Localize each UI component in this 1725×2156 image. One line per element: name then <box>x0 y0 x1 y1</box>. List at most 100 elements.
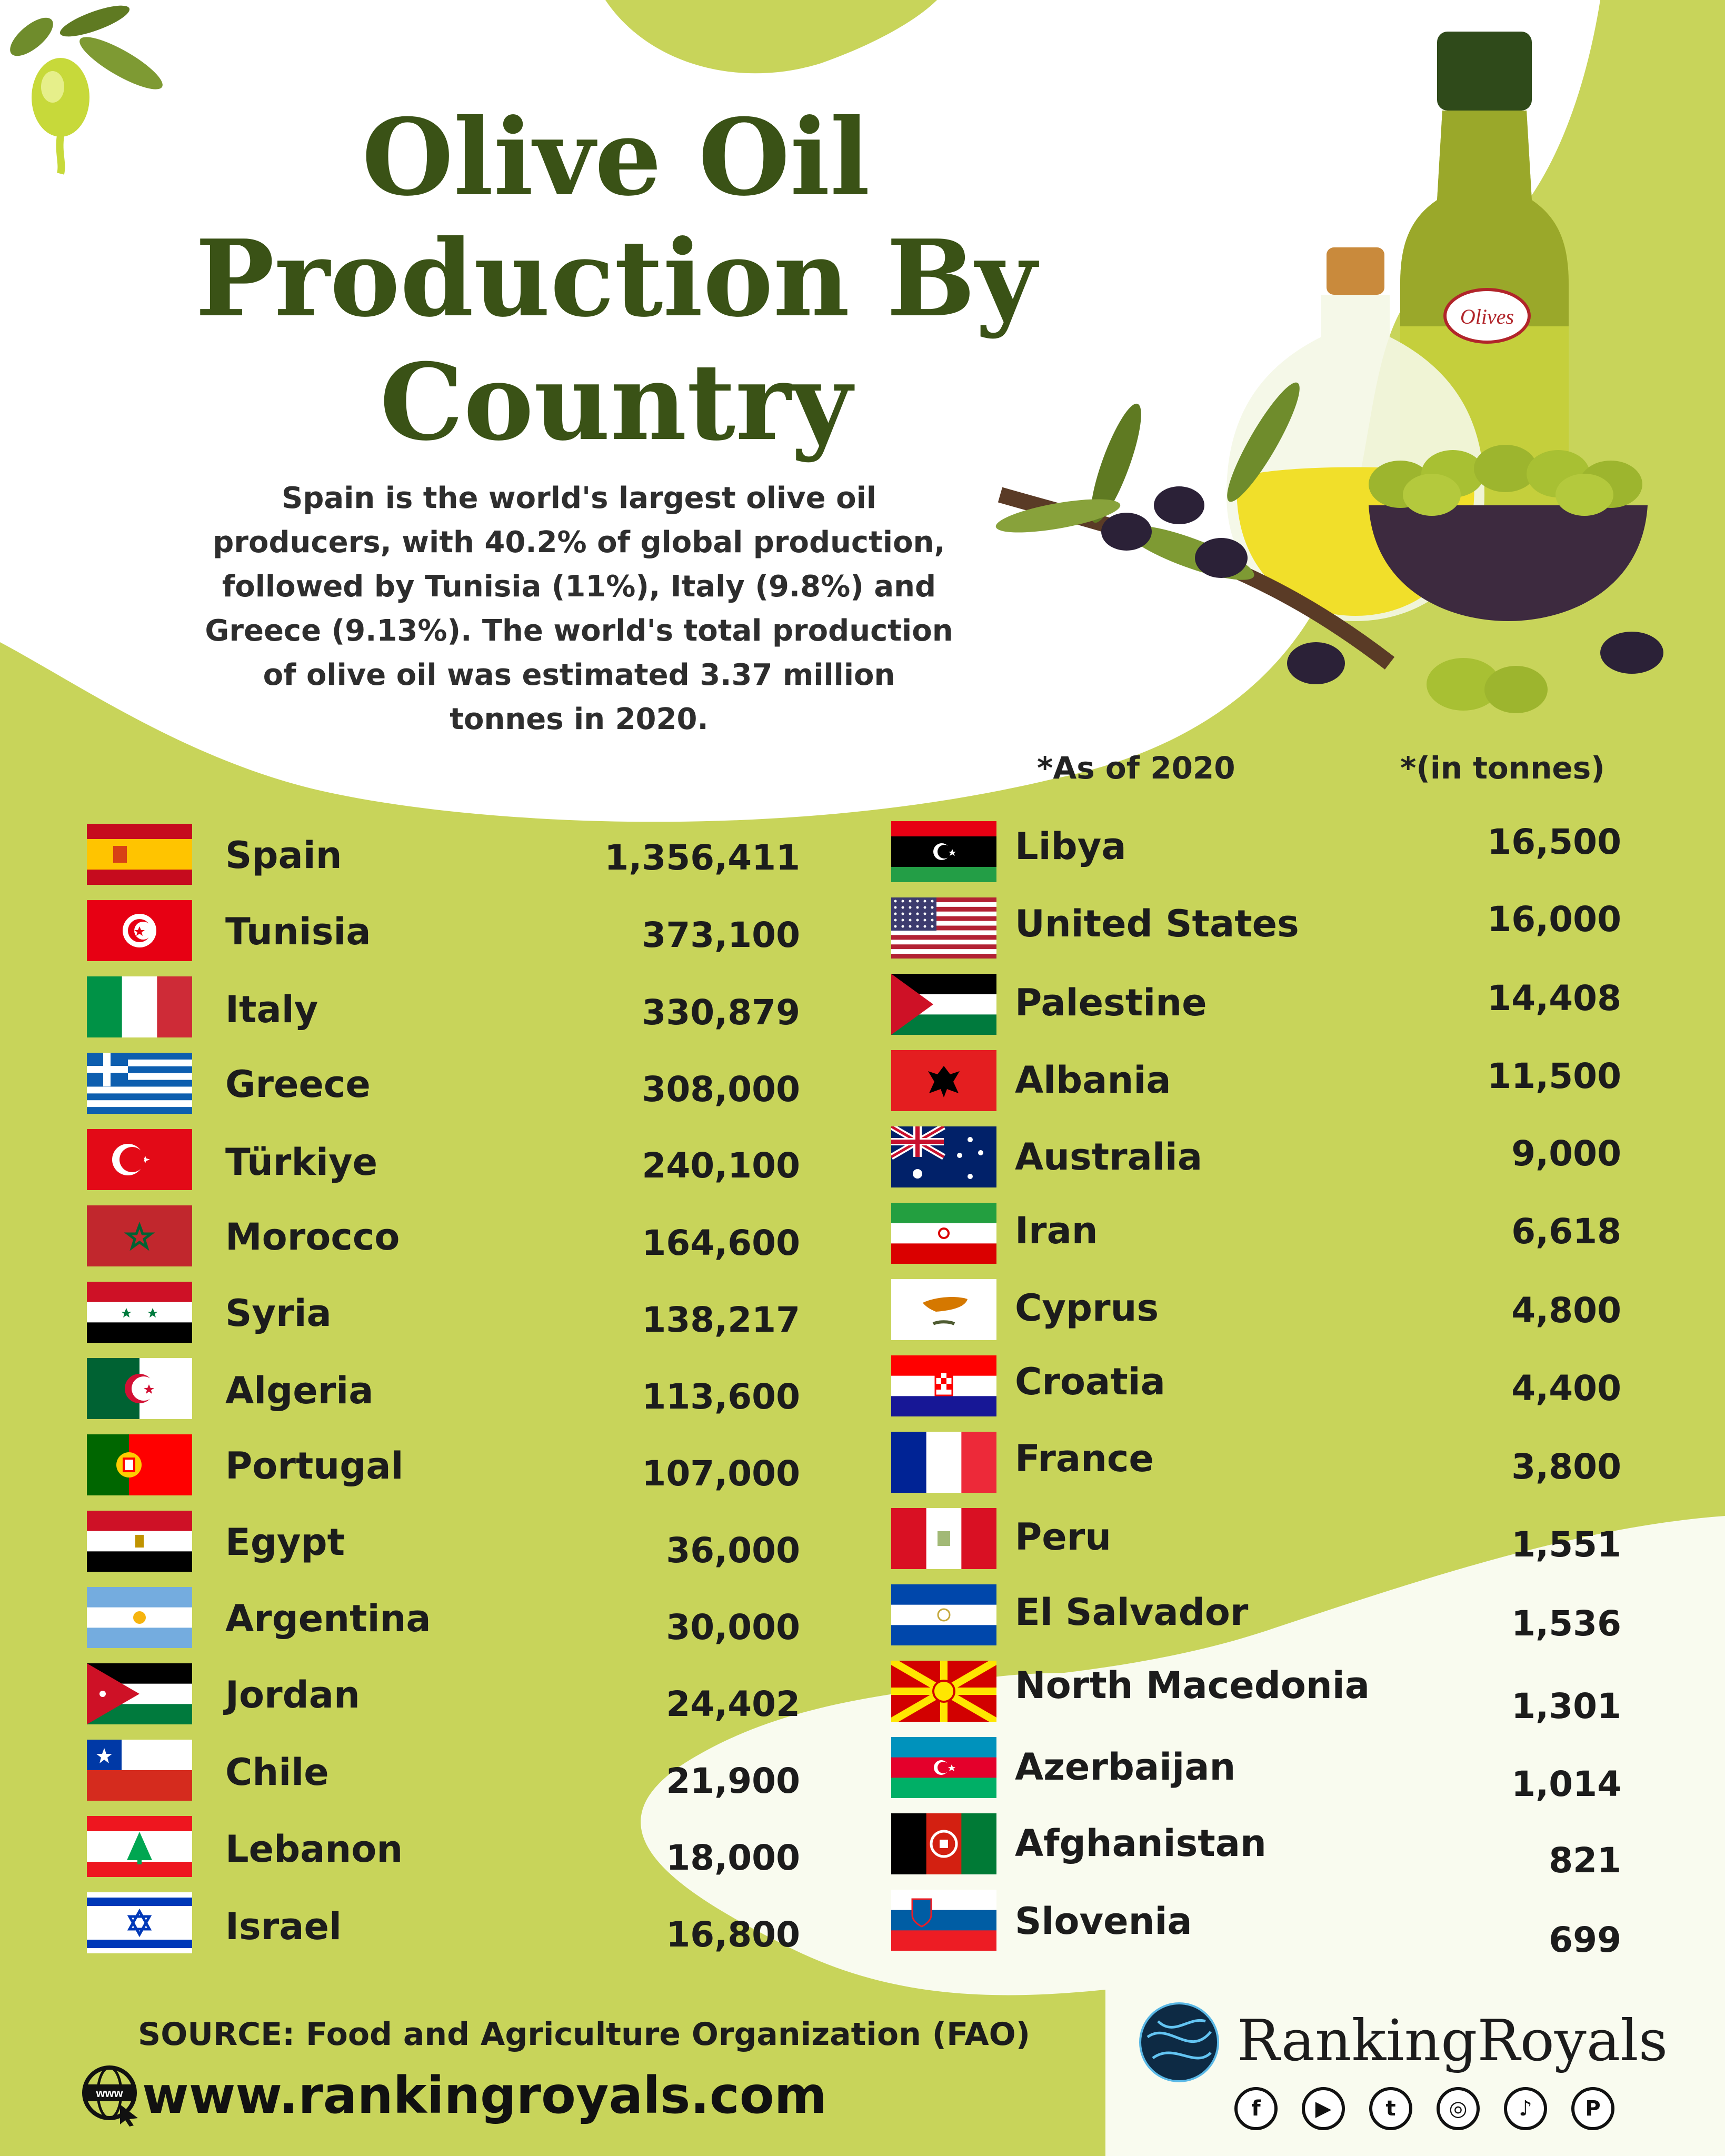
greece-flag-icon <box>87 1053 192 1114</box>
page-title-line-1: Olive Oil <box>362 96 870 219</box>
production-value: 1,014 <box>1511 1764 1621 1804</box>
country-name: El Salvador <box>1015 1591 1249 1634</box>
production-value: 4,400 <box>1511 1368 1621 1409</box>
afghanistan-flag-icon <box>891 1813 996 1874</box>
portugal-flag-icon <box>87 1434 192 1495</box>
unit-note: *(in tonnes) <box>1400 750 1605 786</box>
tunisia-flag-icon <box>87 900 192 961</box>
olive-oil-illustration: Olives <box>995 32 1663 713</box>
lebanon-flag-icon <box>87 1816 192 1877</box>
youtube-icon[interactable]: ▶ <box>1302 2087 1345 2130</box>
production-value: 3,800 <box>1511 1446 1621 1487</box>
intro-line: Spain is the world's largest olive oil <box>282 481 876 515</box>
slovenia-flag-icon <box>891 1890 996 1951</box>
country-name: Chile <box>225 1751 329 1794</box>
country-name: Azerbaijan <box>1015 1745 1236 1789</box>
country-name: United States <box>1015 902 1299 945</box>
country-name: Morocco <box>225 1215 400 1259</box>
syria-flag-icon <box>87 1282 192 1343</box>
pinterest-icon[interactable]: P <box>1571 2087 1614 2130</box>
peru-flag-icon <box>891 1508 996 1569</box>
bottle-label: Olives <box>1460 305 1514 328</box>
production-value: 107,000 <box>642 1453 800 1494</box>
country-name: Afghanistan <box>1015 1822 1267 1865</box>
facebook-icon[interactable]: f <box>1234 2087 1278 2130</box>
production-value: 6,618 <box>1511 1211 1621 1252</box>
brand-name: RankingRoyals <box>1237 2008 1668 2074</box>
page-title-line-3: Country <box>380 341 852 464</box>
country-name: Peru <box>1015 1515 1112 1559</box>
production-value: 16,800 <box>666 1914 800 1955</box>
intro-line: of olive oil was estimated 3.37 million <box>263 658 895 692</box>
production-value: 821 <box>1549 1840 1621 1881</box>
source-note: SOURCE: Food and Agriculture Organizatio… <box>138 2016 1031 2053</box>
country-name: Algeria <box>225 1369 374 1412</box>
instagram-icon[interactable]: ◎ <box>1437 2087 1480 2130</box>
country-name: Jordan <box>225 1673 360 1716</box>
production-value: 1,551 <box>1511 1524 1621 1565</box>
intro-line: Greece (9.13%). The world's total produc… <box>205 614 953 648</box>
production-value: 164,600 <box>642 1223 800 1263</box>
azerbaijan-flag-icon <box>891 1737 996 1798</box>
morocco-flag-icon <box>87 1205 192 1266</box>
production-value: 4,800 <box>1511 1290 1621 1331</box>
country-name: Portugal <box>225 1444 404 1488</box>
north-macedonia-flag-icon <box>891 1661 996 1722</box>
country-name: Türkiye <box>225 1141 378 1184</box>
production-value: 113,600 <box>642 1376 800 1417</box>
country-name: Palestine <box>1015 981 1207 1024</box>
iran-flag-icon <box>891 1203 996 1264</box>
production-value: 373,100 <box>642 915 800 955</box>
france-flag-icon <box>891 1432 996 1493</box>
production-value: 9,000 <box>1511 1133 1621 1174</box>
albania-flag-icon <box>891 1050 996 1111</box>
spain-flag-icon <box>87 824 192 885</box>
intro-line: followed by Tunisia (11%), Italy (9.8%) … <box>222 570 936 604</box>
country-name: Tunisia <box>225 910 371 953</box>
intro-line: tonnes in 2020. <box>450 702 709 736</box>
production-value: 1,536 <box>1511 1603 1621 1644</box>
production-value: 36,000 <box>666 1530 800 1571</box>
country-name: Slovenia <box>1015 1900 1192 1943</box>
globe-www-icon: www <box>82 2065 138 2127</box>
country-name: Italy <box>225 988 318 1031</box>
production-value: 14,408 <box>1487 978 1621 1019</box>
page-title-line-2: Production By <box>195 217 1037 341</box>
country-name: Lebanon <box>225 1828 403 1871</box>
production-value: 138,217 <box>642 1300 800 1340</box>
algeria-flag-icon <box>87 1358 192 1419</box>
country-name: Australia <box>1015 1135 1203 1179</box>
egypt-flag-icon <box>87 1511 192 1572</box>
country-name: Argentina <box>225 1597 431 1640</box>
production-value: 699 <box>1549 1920 1621 1960</box>
production-value: 30,000 <box>666 1607 800 1648</box>
production-value: 308,000 <box>642 1069 800 1110</box>
el-salvador-flag-icon <box>891 1584 996 1645</box>
production-value: 16,000 <box>1487 899 1621 940</box>
twitter-icon[interactable]: t <box>1369 2087 1412 2130</box>
chile-flag-icon <box>87 1740 192 1801</box>
production-value: 240,100 <box>642 1145 800 1186</box>
country-name: Syria <box>225 1292 332 1335</box>
jordan-flag-icon <box>87 1663 192 1724</box>
turkiye-flag-icon <box>87 1129 192 1190</box>
country-name: Israel <box>225 1905 342 1948</box>
country-name: North Macedonia <box>1015 1664 1370 1707</box>
croatia-flag-icon <box>891 1355 996 1416</box>
country-name: Libya <box>1015 825 1126 868</box>
italy-flag-icon <box>87 976 192 1037</box>
intro-text: Spain is the world's largest olive oil p… <box>200 476 958 742</box>
production-value: 1,301 <box>1511 1686 1621 1726</box>
intro-line: producers, with 40.2% of global producti… <box>213 525 945 560</box>
country-name: Greece <box>225 1063 371 1106</box>
as-of-note: *As of 2020 <box>1037 750 1235 786</box>
australia-flag-icon <box>891 1126 996 1187</box>
website-url[interactable]: www.rankingroyals.com <box>142 2066 827 2125</box>
tiktok-icon[interactable]: ♪ <box>1504 2087 1547 2130</box>
cyprus-flag-icon <box>891 1279 996 1340</box>
production-value: 18,000 <box>666 1838 800 1878</box>
production-value: 24,402 <box>666 1684 800 1724</box>
production-value: 1,356,411 <box>604 837 800 878</box>
country-name: Egypt <box>225 1521 345 1564</box>
production-value: 11,500 <box>1487 1056 1621 1096</box>
